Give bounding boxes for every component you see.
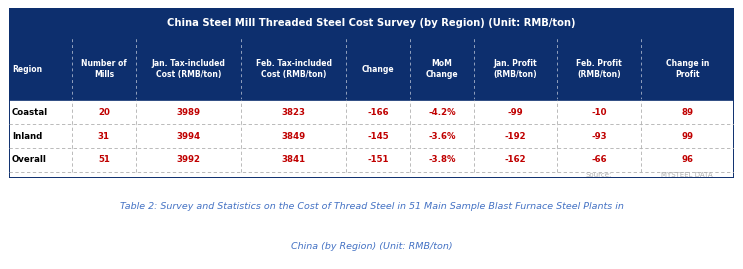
Text: -166: -166 (367, 108, 389, 117)
Text: -162: -162 (504, 155, 526, 164)
Text: -145: -145 (367, 132, 389, 140)
Text: China (by Region) (Unit: RMB/ton): China (by Region) (Unit: RMB/ton) (291, 242, 452, 251)
Text: -99: -99 (507, 108, 523, 117)
Text: -151: -151 (367, 155, 389, 164)
Text: Source:: Source: (585, 172, 612, 178)
Text: MYSTEEL DATA: MYSTEEL DATA (661, 172, 713, 178)
Text: Change: Change (362, 65, 395, 74)
Text: 89: 89 (681, 108, 693, 117)
Text: 51: 51 (98, 155, 110, 164)
Text: Feb. Tax-included
Cost (RMB/ton): Feb. Tax-included Cost (RMB/ton) (256, 59, 331, 79)
Text: 96: 96 (681, 155, 693, 164)
Text: Jan. Profit
(RMB/ton): Jan. Profit (RMB/ton) (493, 59, 537, 79)
Text: Table 2: Survey and Statistics on the Cost of Thread Steel in 51 Main Sample Bla: Table 2: Survey and Statistics on the Co… (120, 202, 623, 211)
Text: MoM
Change: MoM Change (426, 59, 458, 79)
Text: 99: 99 (681, 132, 693, 140)
Bar (9, 124, 734, 148)
Text: 3823: 3823 (282, 108, 305, 117)
Text: China Steel Mill Threaded Steel Cost Survey (by Region) (Unit: RMB/ton): China Steel Mill Threaded Steel Cost Sur… (167, 18, 576, 28)
Text: Jan. Tax-included
Cost (RMB/ton): Jan. Tax-included Cost (RMB/ton) (152, 59, 225, 79)
Text: -4.2%: -4.2% (428, 108, 455, 117)
Text: -192: -192 (504, 132, 526, 140)
Text: 3994: 3994 (176, 132, 201, 140)
Bar (9, 100, 734, 124)
Text: 20: 20 (98, 108, 110, 117)
Text: Overall: Overall (12, 155, 47, 164)
Bar (9, 172, 734, 178)
Text: -10: -10 (591, 108, 606, 117)
Bar (9, 8, 734, 38)
Text: 3841: 3841 (282, 155, 305, 164)
Text: -66: -66 (591, 155, 606, 164)
Text: -93: -93 (591, 132, 606, 140)
Text: -3.8%: -3.8% (428, 155, 455, 164)
Text: Coastal: Coastal (12, 108, 48, 117)
Text: -3.6%: -3.6% (428, 132, 455, 140)
Text: Inland: Inland (12, 132, 42, 140)
Text: 3992: 3992 (176, 155, 201, 164)
Text: 3989: 3989 (176, 108, 201, 117)
Text: Change in
Profit: Change in Profit (666, 59, 709, 79)
Text: Number of
Mills: Number of Mills (81, 59, 127, 79)
Bar (9, 38, 734, 100)
Text: Region: Region (12, 65, 42, 74)
Text: 31: 31 (98, 132, 110, 140)
Text: 3849: 3849 (282, 132, 305, 140)
Text: Feb. Profit
(RMB/ton): Feb. Profit (RMB/ton) (576, 59, 622, 79)
Bar (9, 148, 734, 172)
